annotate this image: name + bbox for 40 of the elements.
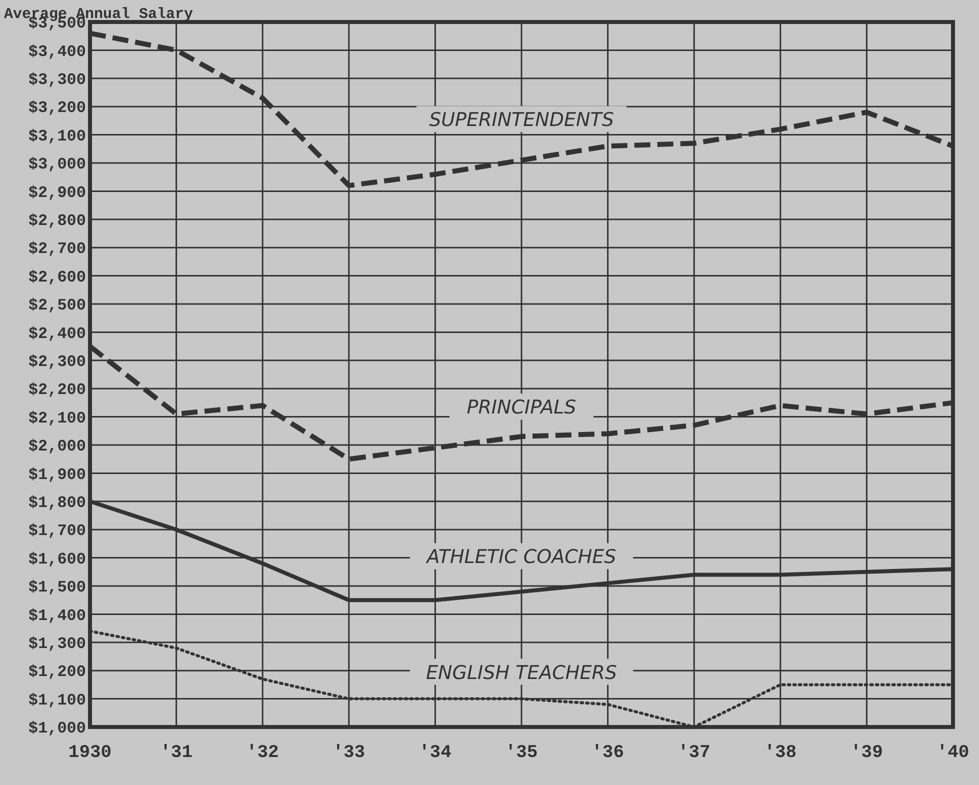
x-tick-label: '32 [246,743,279,763]
y-tick-label: $1,400 [28,606,86,625]
y-tick-label: $2,400 [28,324,86,343]
y-tick-label: $2,600 [28,268,86,286]
y-tick-label: $1,600 [28,550,86,568]
x-tick-label: '31 [160,743,193,763]
y-tick-label: $3,000 [28,156,86,174]
x-tick-label: '34 [418,743,452,763]
y-tick-label: $3,400 [28,42,86,61]
y-tick-label: $1,500 [28,578,86,597]
series-label: ENGLISH TEACHERS [426,662,617,684]
series-label: ATHLETIC COACHES [424,546,616,568]
y-tick-label: $2,100 [28,409,86,428]
y-tick-label: $1,000 [28,720,86,738]
y-tick-label: $1,300 [28,635,86,653]
y-tick-label: $1,100 [28,691,86,710]
y-tick-label: $2,500 [28,296,86,315]
x-tick-label: '40 [936,743,970,763]
x-tick-label: '37 [678,743,710,763]
y-tick-label: $2,200 [28,381,86,400]
y-tick-label: $3,200 [28,99,86,118]
x-tick-label: 1930 [68,743,112,763]
y-tick-label: $3,100 [28,127,86,146]
x-tick-label: '39 [850,743,883,763]
y-tick-label: $2,900 [28,184,86,202]
y-tick-label: $1,200 [28,663,86,682]
y-tick-label: $2,700 [28,240,86,258]
y-tick-label: $2,800 [28,212,86,230]
x-tick-label: '35 [505,743,538,763]
y-tick-label: $1,900 [28,466,86,484]
y-tick-label: $2,300 [28,353,86,371]
y-tick-label: $3,300 [28,71,86,89]
x-tick-label: '36 [592,743,624,763]
series-label: PRINCIPALS [466,396,576,419]
y-tick-label: $1,800 [28,494,86,512]
y-tick-label: $2,000 [28,438,86,456]
x-tick-label: '38 [764,743,797,763]
series-label: SUPERINTENDENTS [429,109,614,132]
y-tick-label: $1,700 [28,522,86,540]
x-tick-label: '33 [332,743,366,763]
